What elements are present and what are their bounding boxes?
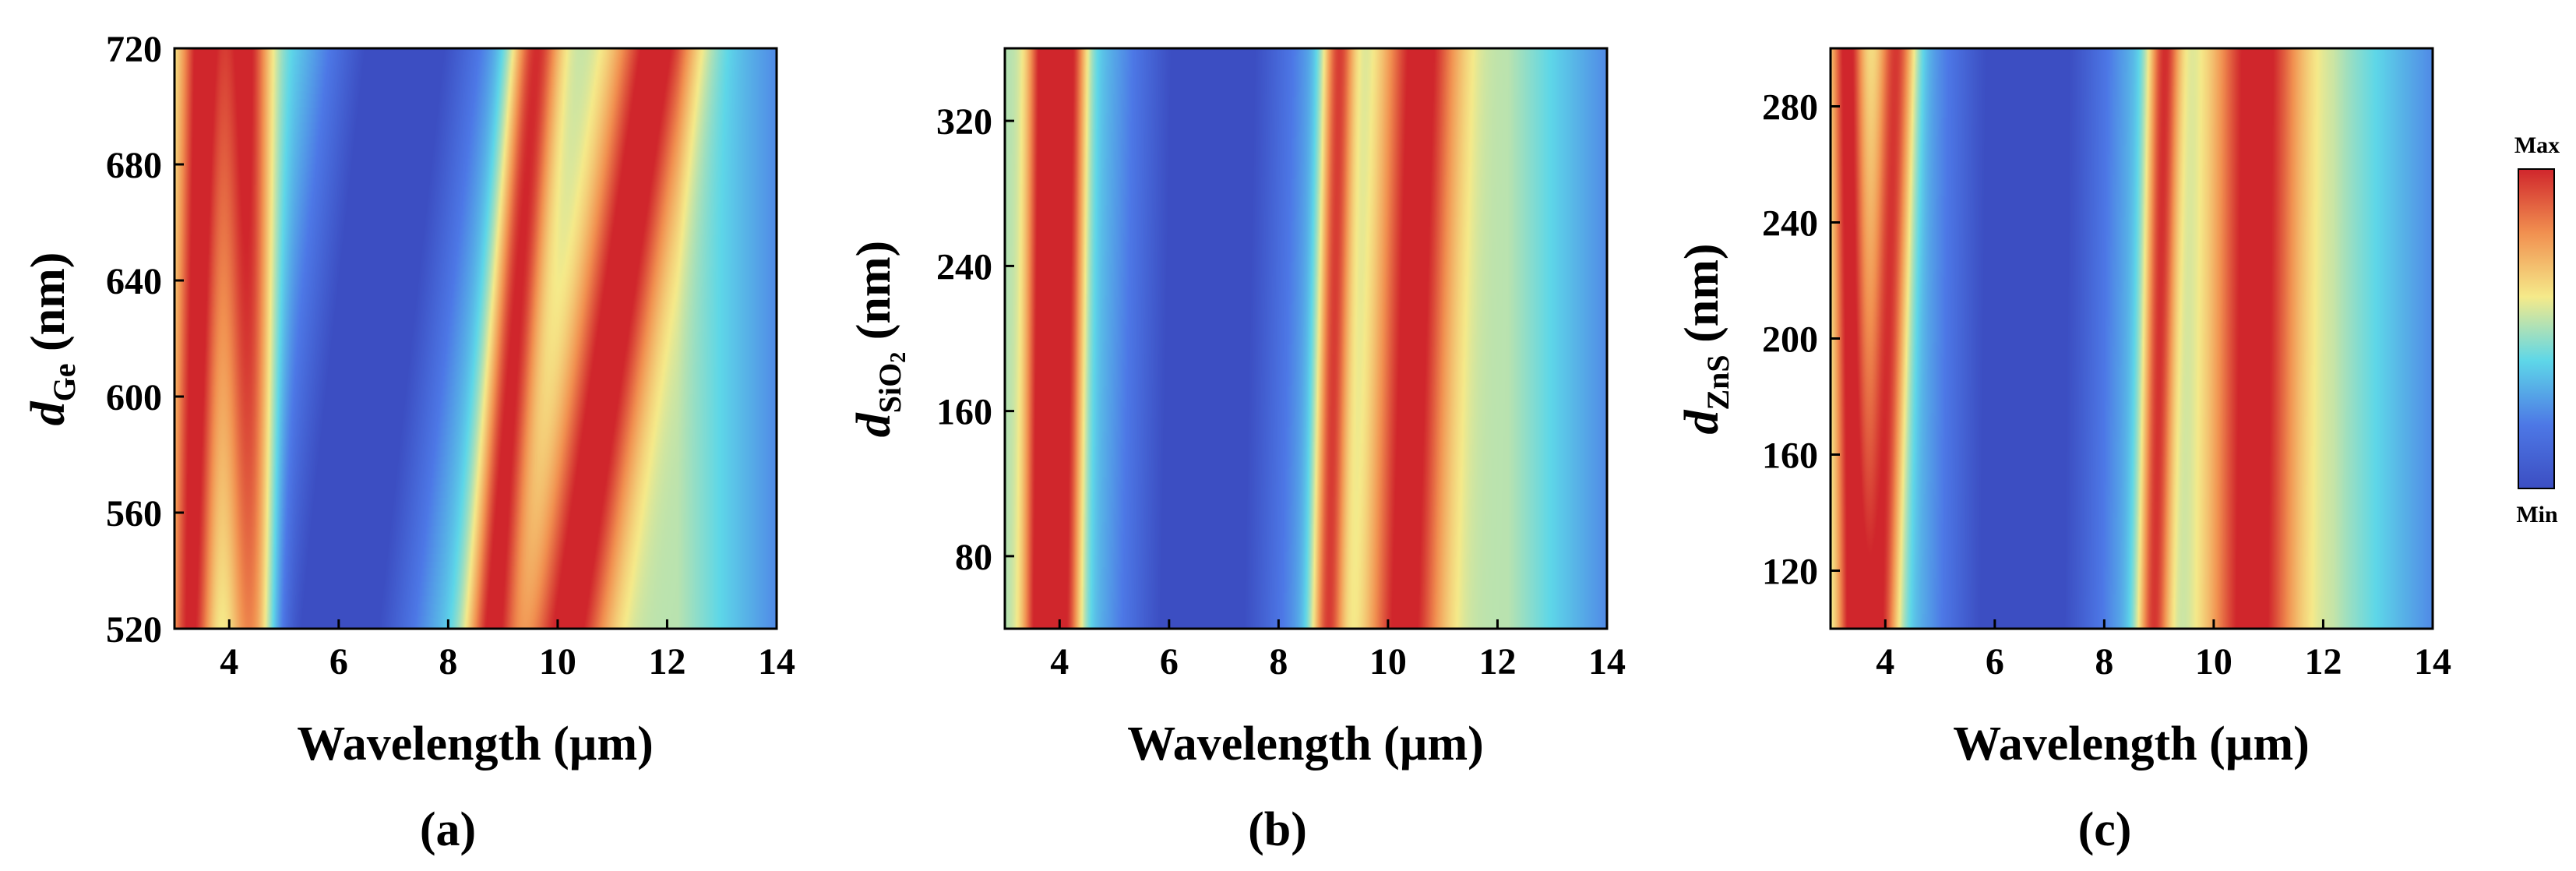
xlabel-c: Wavelength (µm) <box>1953 718 2310 770</box>
ylabel-var-a: d <box>22 400 75 425</box>
colorbar-min-label: Min <box>2516 502 2558 527</box>
xtick-label-c: 8 <box>2095 641 2113 682</box>
ytick-label-c: 120 <box>1762 552 1818 593</box>
ylabel-sub-b-2: 2 <box>886 352 911 363</box>
ylabel-a: dGe (nm) <box>22 252 82 426</box>
frame-a <box>173 47 778 630</box>
xticks-a: 4 6 8 10 12 14 <box>220 619 795 682</box>
yticks-a: 520 560 600 640 680 720 <box>106 29 184 651</box>
ytick-label-a: 640 <box>106 261 162 302</box>
ytick-label-b: 80 <box>955 537 992 578</box>
ytick-label-c: 280 <box>1762 87 1818 129</box>
xtick-label-b: 4 <box>1050 641 1069 682</box>
ytick-label-a: 520 <box>106 609 162 651</box>
xtick-label-c: 6 <box>1986 641 2004 682</box>
ylabel-var-c: d <box>1676 410 1728 435</box>
xtick-label-a: 10 <box>539 641 576 682</box>
xtick-label-c: 12 <box>2304 641 2342 682</box>
ytick-label-c: 160 <box>1762 436 1818 477</box>
xtick-label-c: 4 <box>1876 641 1894 682</box>
ytick-label-b: 160 <box>936 392 992 433</box>
ytick-label-a: 560 <box>106 493 162 534</box>
ytick-label-b: 240 <box>936 246 992 287</box>
ylabel-sub-b: SiO2 <box>872 352 911 413</box>
xtick-label-b: 12 <box>1478 641 1516 682</box>
xtick-label-a: 12 <box>648 641 685 682</box>
panel-a: 4 6 8 10 12 14 520 560 600 640 680 720 Wavelength … <box>22 29 795 856</box>
xtick-label-c: 10 <box>2195 641 2232 682</box>
colorbar-max-label: Max <box>2514 132 2560 158</box>
xtick-label-a: 8 <box>439 641 457 682</box>
heatmap-c <box>1831 48 2433 629</box>
ytick-label-a: 720 <box>106 29 162 70</box>
panel-c: 4 6 8 10 12 14 120 160 200 240 280 Wavelength (µm… <box>1676 47 2451 856</box>
colorbar-gradient <box>2518 168 2555 489</box>
heatmap-a <box>174 48 777 629</box>
heatmap-b <box>1005 48 1607 629</box>
xlabel-a: Wavelength (µm) <box>297 718 654 770</box>
yticks-b: 80 160 240 320 <box>936 101 1014 578</box>
ylabel-sub-a: Ge <box>47 364 82 402</box>
xticks-c: 4 6 8 10 12 14 <box>1876 619 2451 682</box>
ytick-label-a: 600 <box>106 377 162 418</box>
ylabel-sub-c: ZnS <box>1700 354 1736 410</box>
ytick-label-c: 200 <box>1762 319 1818 361</box>
ytick-label-b: 320 <box>936 101 992 143</box>
panel-label-a: (a) <box>420 803 476 856</box>
panel-label-b: (b) <box>1248 803 1307 856</box>
ylabel-unit-c: (nm) <box>1676 243 1728 354</box>
ytick-label-a: 680 <box>106 145 162 186</box>
xtick-label-b: 14 <box>1588 641 1626 682</box>
ylabel-var-b: d <box>848 412 900 437</box>
xtick-label-b: 8 <box>1269 641 1288 682</box>
frame-b <box>1003 47 1609 630</box>
ylabel-unit-a: (nm) <box>22 252 75 364</box>
ytick-label-c: 240 <box>1762 203 1818 245</box>
panel-b: 4 6 8 10 12 14 80 160 240 320 Wavelength (µm) dS… <box>848 47 1626 856</box>
yticks-c: 120 160 200 240 280 <box>1762 87 1840 593</box>
xtick-label-b: 6 <box>1160 641 1179 682</box>
xtick-label-b: 10 <box>1369 641 1407 682</box>
xtick-label-a: 6 <box>329 641 348 682</box>
xtick-label-a: 4 <box>220 641 238 682</box>
xticks-b: 4 6 8 10 12 14 <box>1050 619 1626 682</box>
colorbar: Max Min <box>2514 132 2560 527</box>
ylabel-b: dSiO2 (nm) <box>848 241 911 437</box>
ylabel-unit-b: (nm) <box>848 241 900 352</box>
xlabel-b: Wavelength (µm) <box>1127 718 1484 770</box>
ylabel-c: dZnS (nm) <box>1676 243 1736 434</box>
panel-label-c: (c) <box>2078 803 2132 856</box>
xtick-label-a: 14 <box>758 641 795 682</box>
xtick-label-c: 14 <box>2414 641 2451 682</box>
